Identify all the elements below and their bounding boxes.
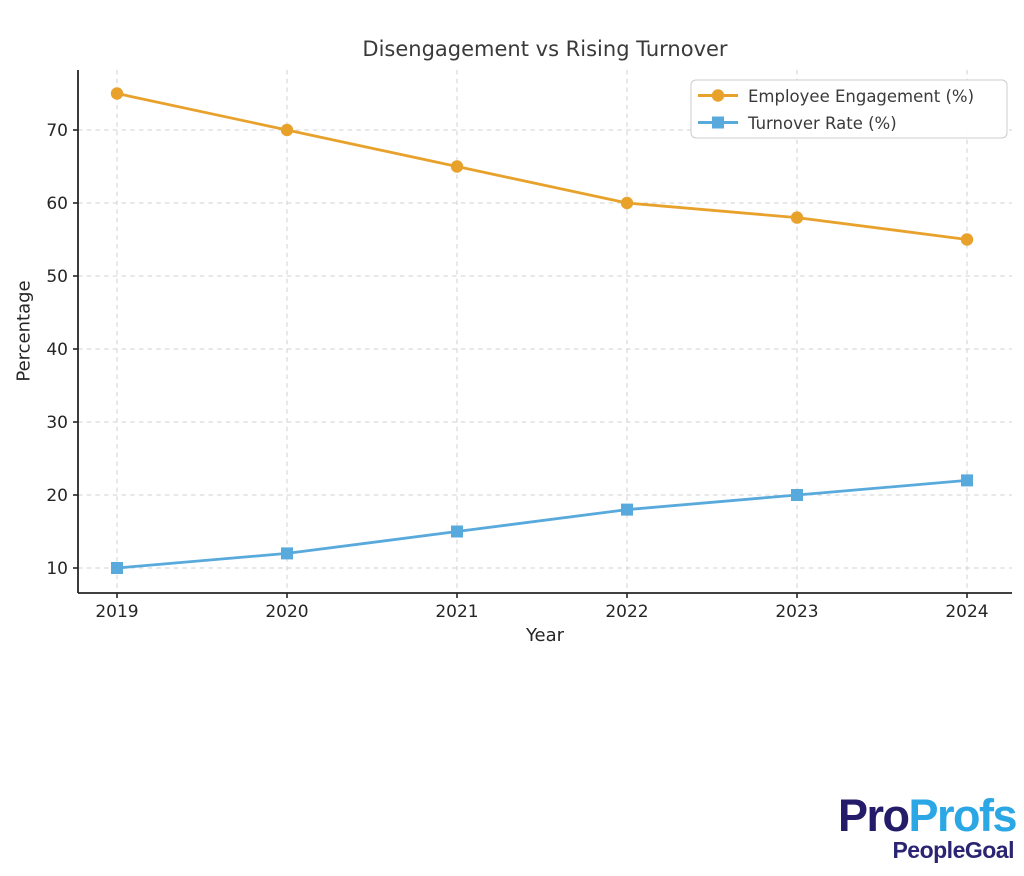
logo-wordmark: ProProfs <box>837 790 1018 841</box>
y-tick-label: 60 <box>46 194 68 214</box>
x-tick-label: 2019 <box>95 602 138 622</box>
x-tick-label: 2022 <box>605 602 648 622</box>
series-line-0 <box>115 92 969 241</box>
data-point-square <box>451 525 463 538</box>
series-layer <box>110 87 974 574</box>
legend-label-turnover: Turnover Rate (%) <box>747 114 897 133</box>
data-point-square <box>281 547 293 560</box>
legend-label-engagement: Employee Engagement (%) <box>748 87 974 106</box>
logo-text-profs: Profs <box>908 790 1017 841</box>
x-tick-label: 2020 <box>265 602 308 622</box>
data-point-circle <box>790 211 804 224</box>
y-tick-label: 30 <box>46 413 68 433</box>
data-point-circle <box>110 87 124 100</box>
data-point-square <box>791 489 803 501</box>
logo-subtitle: PeopleGoal <box>892 837 1014 863</box>
legend-box <box>690 79 1008 139</box>
x-axis-label: Year <box>525 625 565 646</box>
axes-layer: 10 20 30 40 50 60 70 2019 2020 2021 2022 2023 2024 <box>46 70 1012 622</box>
data-point-circle <box>280 123 294 137</box>
y-tick-label: 10 <box>46 559 68 579</box>
data-point-square <box>621 503 633 516</box>
data-point-square <box>111 562 123 574</box>
line-chart: 10 20 30 40 50 60 70 2019 2020 2021 2022 2023 2024 E… <box>46 70 1012 622</box>
y-tick-label: 70 <box>46 121 68 141</box>
chart-title: Disengagement vs Rising Turnover <box>362 37 728 61</box>
data-point-circle <box>960 233 974 246</box>
y-axis-label: Percentage <box>13 280 35 382</box>
y-tick-label: 20 <box>46 486 68 506</box>
y-tick-label: 50 <box>46 267 68 287</box>
legend-circle-marker-icon <box>711 89 725 102</box>
legend-square-marker-icon <box>712 116 724 129</box>
x-tick-label: 2024 <box>945 602 988 622</box>
grid-layer <box>78 70 1012 593</box>
data-point-circle <box>620 196 634 210</box>
x-tick-label: 2021 <box>435 602 478 622</box>
series-line-1 <box>115 478 969 570</box>
data-point-square <box>961 474 973 487</box>
proprofs-logo: ProProfs PeopleGoal <box>837 790 1018 863</box>
y-tick-label: 40 <box>46 340 68 360</box>
legend: Employee Engagement (%) Turnover Rate (%… <box>690 79 1008 139</box>
data-point-circle <box>450 160 464 173</box>
x-tick-label: 2023 <box>775 602 818 622</box>
logo-text-pro: Pro <box>837 790 910 841</box>
